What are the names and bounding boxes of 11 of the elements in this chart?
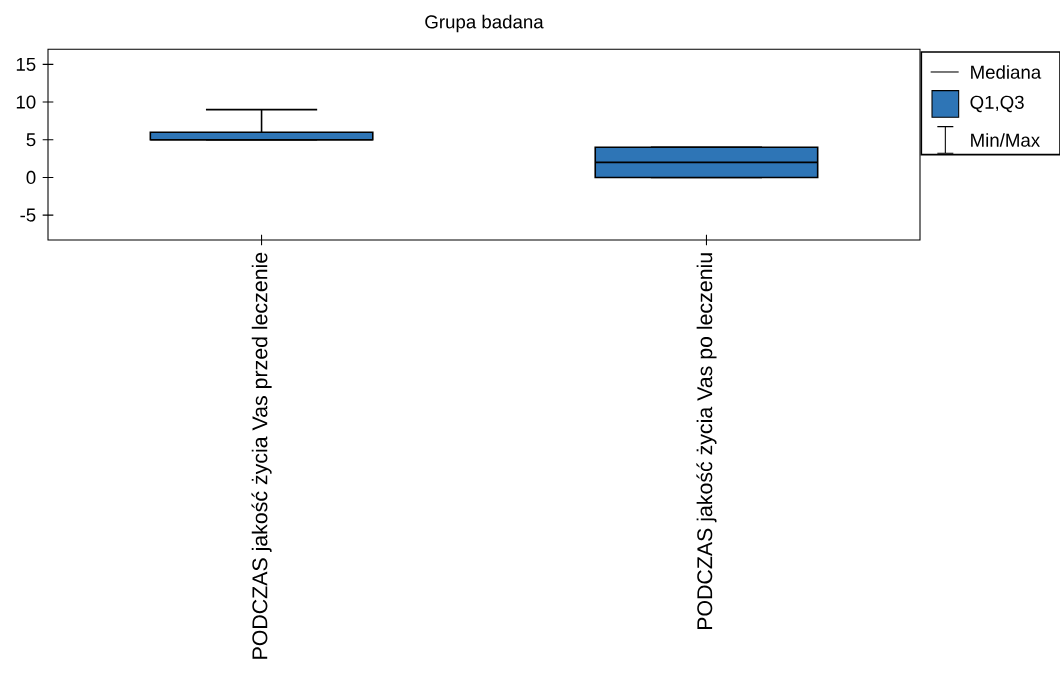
y-tick-label: -5 xyxy=(20,208,36,222)
text: Q1,Q3 xyxy=(970,95,1024,113)
chart-title: Grupa badana xyxy=(425,14,544,33)
x-tick-label: PODCZAS jakość życia Vas przed leczenie xyxy=(251,252,272,659)
y-tick-label: 0 xyxy=(26,170,36,185)
text: Min/Max xyxy=(971,133,1040,147)
y-tick-label: 5 xyxy=(26,133,36,147)
text: Mediana xyxy=(971,65,1042,79)
y-tick-label: 15 xyxy=(16,57,36,71)
x-tick-label: PODCZAS jakość życia Vas po leczeniu xyxy=(696,253,717,630)
y-tick-label: 10 xyxy=(16,95,36,109)
